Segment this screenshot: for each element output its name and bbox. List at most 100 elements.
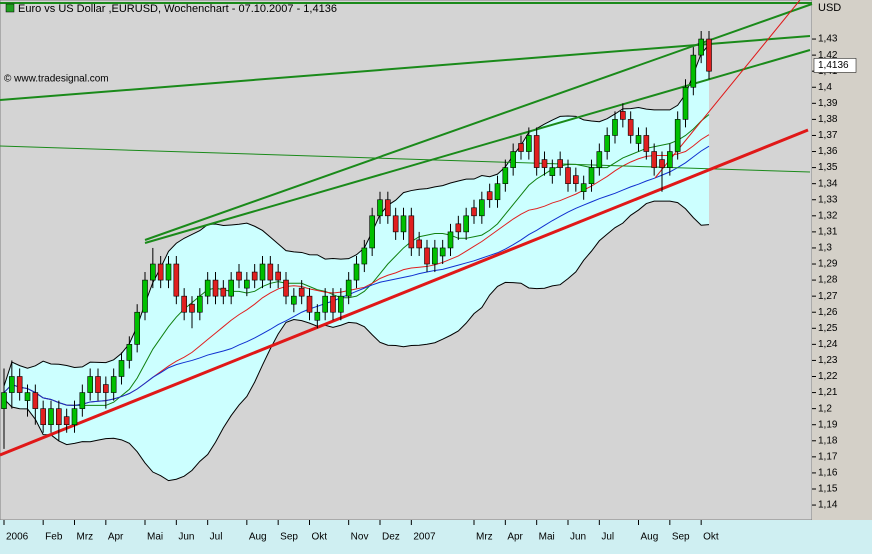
candle-body — [463, 215, 469, 233]
x-tick-label: Apr — [507, 532, 523, 543]
x-tick-label: Jul — [210, 532, 223, 543]
candle-body — [134, 311, 140, 345]
y-tick-label: 1,42 — [818, 50, 838, 61]
candle-body — [48, 408, 54, 426]
candle-body — [150, 263, 156, 281]
candle-body — [204, 279, 211, 297]
candle-body — [189, 303, 195, 313]
x-tick-label: Jul — [601, 532, 614, 543]
candle-body — [455, 223, 462, 233]
candle-body — [627, 119, 634, 136]
y-tick-label: 1,25 — [818, 323, 838, 334]
trend-line — [0, 35, 811, 101]
y-tick-label: 1,32 — [818, 210, 838, 221]
x-tick-label: Jun — [570, 532, 586, 543]
y-tick-label: 1,26 — [818, 307, 838, 318]
y-tick-label: 1,37 — [818, 130, 838, 141]
candle-body — [659, 159, 665, 168]
trend-line — [0, 128, 809, 457]
candle-body — [573, 175, 579, 184]
x-tick-label: Aug — [249, 532, 267, 543]
candle-body — [244, 279, 250, 289]
candle-body — [63, 416, 70, 426]
candle-body — [432, 247, 438, 265]
candle-body — [71, 408, 78, 426]
candle-body — [16, 376, 23, 393]
trend-line — [0, 145, 811, 173]
candle-body — [1, 392, 7, 409]
candle-body — [588, 167, 595, 184]
chart-title: Euro vs US Dollar ,EURUSD, Wochenchart -… — [18, 3, 337, 15]
trend-lines — [0, 0, 813, 457]
candle-body — [228, 279, 234, 297]
candle-body — [408, 215, 415, 249]
trend-line — [144, 49, 811, 244]
candle-body — [32, 392, 39, 409]
candle-body — [400, 215, 407, 233]
y-axis-label: USD — [818, 2, 841, 14]
candle-body — [306, 295, 313, 313]
candle-body — [95, 376, 101, 393]
candle-body — [251, 271, 258, 281]
candle-body — [706, 38, 712, 72]
y-tick-label: 1,29 — [818, 259, 838, 270]
y-tick-label: 1,17 — [818, 451, 838, 462]
x-tick-label: Mai — [147, 532, 163, 543]
y-tick-label: 1,36 — [818, 146, 838, 157]
candle-body — [643, 135, 650, 152]
candle-body — [283, 279, 289, 297]
candle-body — [533, 135, 540, 168]
candle-body — [353, 263, 360, 281]
candle-body — [212, 279, 219, 297]
candle-body — [314, 311, 321, 321]
y-tick-label: 1,28 — [818, 275, 838, 286]
y-tick-label: 1,23 — [818, 355, 838, 366]
candle-body — [236, 271, 242, 281]
candle-body — [197, 295, 203, 313]
candle-body — [682, 86, 689, 120]
y-tick-label: 1,33 — [818, 194, 838, 205]
candle-body — [690, 54, 697, 88]
candle-body — [604, 135, 610, 152]
x-tick-label: Okt — [703, 532, 719, 543]
candle-body — [424, 247, 430, 265]
x-tick-label: Dez — [382, 532, 400, 543]
icon — [5, 3, 15, 13]
y-tick-label: 1,39 — [818, 98, 838, 109]
candle-body — [220, 287, 227, 297]
x-tick-label: 2006 — [6, 532, 29, 543]
x-tick-label: Sep — [672, 532, 690, 543]
candle-body — [291, 295, 297, 305]
y-tick-label: 1,22 — [818, 371, 838, 382]
y-tick-label: 1,15 — [818, 484, 838, 495]
y-tick-label: 1,4 — [818, 82, 832, 93]
candle-body — [526, 135, 532, 152]
candle-body — [486, 191, 493, 201]
candle-body — [79, 392, 86, 409]
candle-body — [56, 408, 62, 426]
x-tick-label: Mrz — [476, 532, 493, 543]
candle-body — [157, 263, 164, 281]
candle-body — [377, 199, 383, 217]
candle-body — [557, 159, 563, 168]
candle-body — [479, 199, 485, 217]
y-tick-label: 1,31 — [818, 227, 838, 238]
candle-body — [439, 247, 446, 257]
last-price-box — [813, 58, 857, 73]
candle-body — [126, 344, 133, 361]
candle-body — [518, 143, 524, 152]
candle-body — [87, 376, 93, 393]
last-price-label: 1,4136 — [818, 60, 849, 71]
candle-body — [103, 384, 109, 393]
y-tick-label: 1,24 — [818, 339, 838, 350]
candle-body — [416, 239, 422, 249]
candle-body — [674, 119, 681, 152]
y-tick-label: 1,43 — [818, 34, 838, 45]
x-tick-label: Sep — [280, 532, 298, 543]
candle-body — [369, 215, 375, 249]
candle-body — [667, 151, 673, 168]
y-tick-label: 1,27 — [818, 291, 838, 302]
x-tick-label: Nov — [351, 532, 369, 543]
candle-body — [275, 271, 281, 281]
